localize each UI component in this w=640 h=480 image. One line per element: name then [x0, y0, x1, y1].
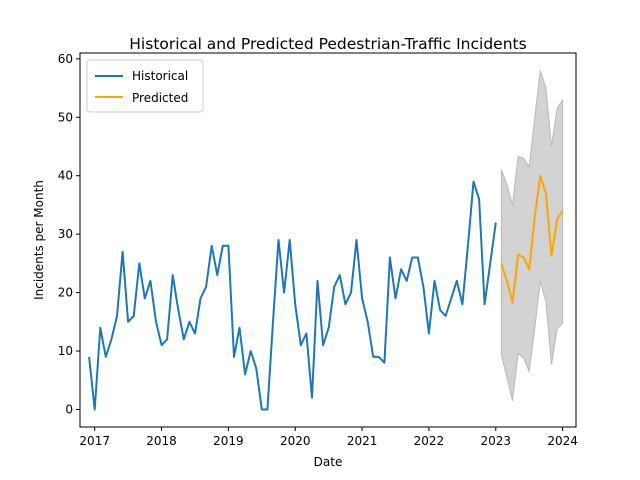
legend-box — [86, 59, 204, 113]
x-axis: 2017 2018 2019 2020 2021 2022 2023 2024 — [79, 427, 578, 448]
x-tick-label: 2021 — [347, 434, 378, 448]
y-tick-label: 10 — [58, 344, 73, 358]
y-tick-label: 60 — [58, 52, 73, 66]
y-tick-label: 50 — [58, 110, 73, 124]
legend-label-historical: Historical — [132, 69, 188, 83]
y-tick-label: 20 — [58, 286, 73, 300]
y-tick-label: 30 — [58, 227, 73, 241]
series-line-predicted — [500, 174, 564, 304]
x-tick-label: 2022 — [414, 434, 445, 448]
x-tick-label: 2018 — [146, 434, 177, 448]
x-tick-label: 2019 — [213, 434, 244, 448]
x-tick-label: 2024 — [547, 434, 578, 448]
y-tick-label: 40 — [58, 169, 73, 183]
x-tick-label: 2020 — [280, 434, 311, 448]
x-tick-label: 2017 — [79, 434, 110, 448]
plot-area — [88, 70, 564, 411]
y-axis: 0 10 20 30 40 50 60 — [58, 52, 80, 416]
y-tick-label: 0 — [65, 402, 73, 416]
axes-frame — [79, 52, 577, 428]
chart-title: Historical and Predicted Pedestrian-Traf… — [129, 35, 526, 53]
legend-label-predicted: Predicted — [132, 91, 188, 105]
legend: Historical Predicted — [86, 59, 204, 113]
y-axis-label: Incidents per Month — [32, 180, 46, 300]
x-axis-label: Date — [314, 455, 343, 469]
series-line-historical — [88, 180, 497, 411]
x-tick-label: 2023 — [481, 434, 512, 448]
